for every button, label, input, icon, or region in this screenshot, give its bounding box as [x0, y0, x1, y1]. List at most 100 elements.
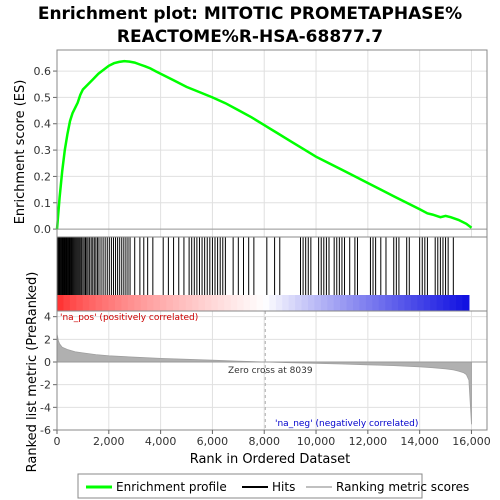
ranking-color-segment [372, 295, 380, 311]
ranking-color-segment [436, 295, 444, 311]
x-tick-label: 12,000 [349, 435, 388, 448]
es-y-tick-label: 0.6 [34, 65, 52, 78]
ranking-color-segment [262, 295, 270, 311]
ranking-color-segment [198, 295, 206, 311]
ranking-color-segment [237, 295, 245, 311]
x-tick-label: 0 [54, 435, 61, 448]
ranking-color-segment [443, 295, 451, 311]
es-y-tick-label: 0.5 [34, 91, 52, 104]
ranking-color-segment [430, 295, 438, 311]
ranking-color-segment [224, 295, 232, 311]
x-tick-label: 16,000 [452, 435, 491, 448]
metric-frame [56, 310, 488, 431]
ranking-color-segment [365, 295, 373, 311]
ranking-color-segment [217, 295, 225, 311]
enrichment-profile-line [55, 59, 473, 230]
ranking-color-segment [63, 295, 71, 311]
es-plot-area [57, 50, 487, 237]
legend-label-enrichment-profile: Enrichment profile [116, 480, 227, 494]
neg-correlation-annotation: 'na_neg' (negatively correlated) [275, 419, 418, 429]
ranking-color-segment [449, 295, 457, 311]
legend-label-ranking-metric: Ranking metric scores [336, 480, 469, 494]
hits-panel [56, 236, 488, 312]
ranking-color-segment [346, 295, 354, 311]
ranking-color-segment [423, 295, 431, 311]
ranking-color-segment [410, 295, 418, 311]
ranking-color-segment [378, 295, 386, 311]
ranking-color-segment [192, 295, 200, 311]
metric-panel: 420-2-4-60 2,000 4,000 6,000 8,000 10,000 12,0… [40, 310, 491, 448]
x-axis-label: Rank in Ordered Dataset [190, 452, 351, 467]
ranking-color-segment [250, 295, 258, 311]
ranking-color-segment [455, 295, 464, 311]
ranking-color-segment [385, 295, 393, 311]
ranking-color-segment [102, 295, 110, 311]
ranking-color-segment [230, 295, 238, 311]
ranking-color-segment [114, 295, 122, 311]
ranking-color-segment [320, 295, 328, 311]
ranking-color-segment [359, 295, 367, 311]
metric-y-tick-label: -4 [40, 401, 51, 414]
x-tick-label: 10,000 [297, 435, 336, 448]
x-tick-label: 8,000 [248, 435, 280, 448]
ranking-color-segment [211, 295, 219, 311]
es-y-tick-label: 0.0 [34, 223, 52, 236]
ranking-color-segment [275, 295, 283, 311]
ranking-color-segment [327, 295, 335, 311]
ranking-color-segment [159, 295, 168, 311]
ranking-color-segment [462, 295, 470, 311]
ranking-color-segment [288, 295, 296, 311]
ranking-color-segment [301, 295, 309, 311]
metric-plot-area [57, 311, 487, 430]
ranking-color-segment [333, 295, 341, 311]
ranking-color-segment [243, 295, 251, 311]
ranking-color-segment [205, 295, 213, 311]
chart-title-line-2: REACTOME%R-HSA-68877.7 [117, 27, 383, 47]
ranking-color-segment [398, 295, 406, 311]
ranking-color-segment [89, 295, 97, 311]
ranking-color-segment [282, 295, 290, 311]
es-y-tick-label: 0.2 [34, 170, 52, 183]
x-tick-label: 2,000 [93, 435, 125, 448]
es-y-tick-label: 0.4 [34, 118, 52, 131]
ranking-color-segment [307, 295, 316, 311]
ranking-color-segment [153, 295, 161, 311]
ranking-color-segment [82, 295, 90, 311]
pos-correlation-annotation: 'na_pos' (positively correlated) [60, 313, 198, 323]
ranking-color-segment [95, 295, 103, 311]
ranking-color-segment [108, 295, 116, 311]
ranking-color-segment [147, 295, 155, 311]
ranking-color-segment [340, 295, 348, 311]
es-y-axis-label: Enrichment score (ES) [13, 80, 28, 225]
ranking-color-segment [127, 295, 135, 311]
ranking-color-segment [417, 295, 425, 311]
legend: Enrichment profile Hits Ranking metric s… [77, 473, 469, 499]
ranking-color-segment [134, 295, 142, 311]
ranking-color-segment [172, 295, 180, 311]
legend-label-hits: Hits [272, 480, 295, 494]
metric-y-tick-label: 2 [44, 333, 51, 346]
metric-y-tick-label: -6 [40, 424, 51, 437]
es-y-tick-label: 0.1 [34, 197, 52, 210]
ranking-color-segment [121, 295, 129, 311]
x-tick-label: 14,000 [400, 435, 439, 448]
ranking-color-segment [269, 295, 277, 311]
ranking-color-segment [185, 295, 193, 311]
es-y-tick-label: 0.3 [34, 144, 52, 157]
chart-title-line-1: Enrichment plot: MITOTIC PROMETAPHASE% [38, 4, 462, 24]
ranking-color-segment [179, 295, 187, 311]
zero-cross-annotation: Zero cross at 8039 [228, 366, 313, 376]
ranking-color-segment [69, 295, 77, 311]
ranking-color-segment [57, 295, 65, 311]
ranking-color-segment [295, 295, 303, 311]
metric-y-tick-label: -2 [40, 379, 51, 392]
ranking-color-segment [391, 295, 399, 311]
metric-y-tick-label: 0 [44, 356, 51, 369]
ranking-color-segment [256, 295, 264, 311]
es-panel: 0.0 0.1 0.2 0.3 0.4 0.5 0.6 [34, 49, 488, 238]
ranking-color-segment [140, 295, 148, 311]
ranking-color-segment [353, 295, 361, 311]
ranking-color-segment [404, 295, 412, 311]
x-tick-label: 4,000 [145, 435, 177, 448]
